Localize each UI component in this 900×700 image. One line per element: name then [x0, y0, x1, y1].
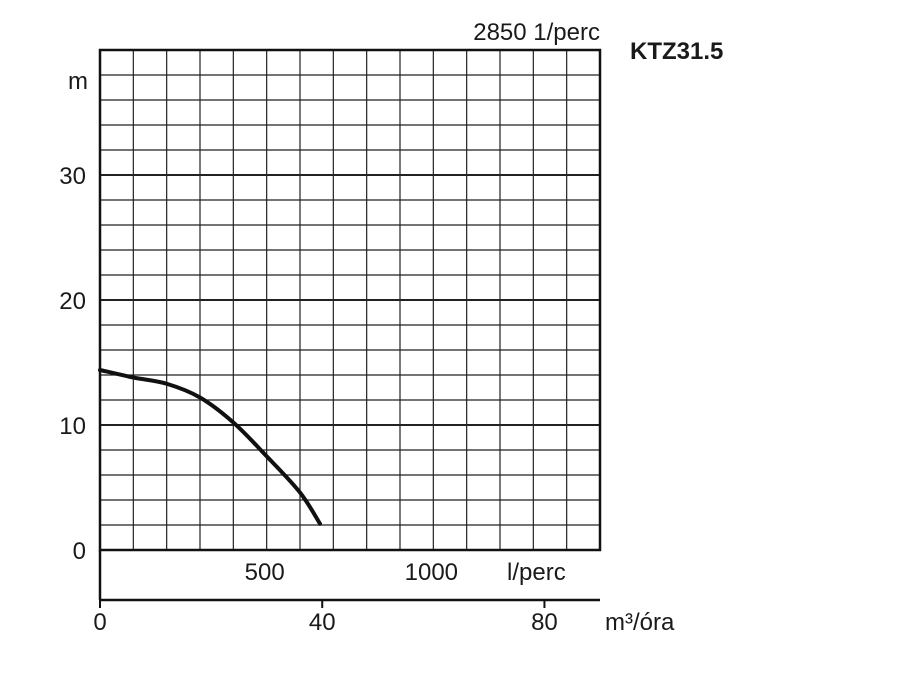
- x2-tick-label: 40: [309, 609, 336, 636]
- x-tick-label: 500: [245, 559, 285, 586]
- y-tick-label: 10: [59, 413, 86, 440]
- grid: [100, 50, 600, 550]
- y-tick-label: 20: [59, 288, 86, 315]
- chart-frame: [100, 50, 600, 608]
- chart-title: KTZ31.5: [630, 38, 723, 65]
- y-tick-label: 30: [59, 163, 86, 190]
- x-tick-label: 1000: [405, 559, 458, 586]
- labels-layer: 2850 1/perc KTZ31.5 m l/perc m³/óra 0 10 2…: [59, 19, 723, 636]
- x2-axis-label: m³/óra: [605, 609, 675, 636]
- y-tick-label: 0: [73, 538, 86, 565]
- x2-tick-label: 0: [93, 609, 106, 636]
- chart-subtitle: 2850 1/perc: [473, 19, 600, 46]
- y-axis-label: m: [68, 68, 88, 95]
- x-axis-label: l/perc: [507, 559, 566, 586]
- x2-tick-label: 80: [531, 609, 558, 636]
